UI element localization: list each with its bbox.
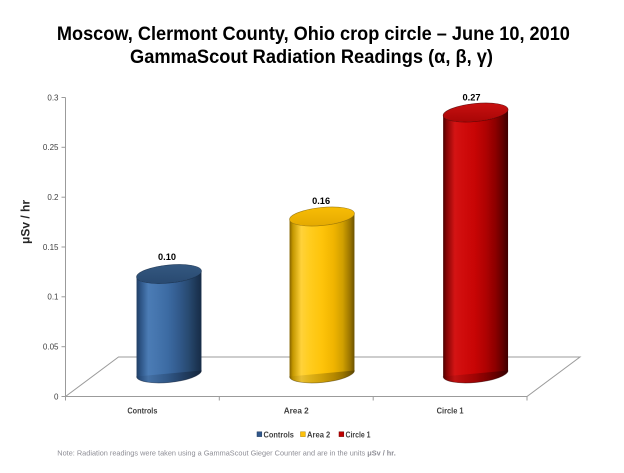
svg-text:Moscow, Clermont County, Ohio: Moscow, Clermont County, Ohio crop circl… — [57, 24, 570, 45]
svg-text:0.10: 0.10 — [158, 252, 176, 262]
svg-text:0.25: 0.25 — [43, 143, 59, 152]
svg-text:0: 0 — [54, 392, 59, 401]
svg-text:Controls: Controls — [264, 429, 295, 439]
svg-text:0.2: 0.2 — [47, 193, 59, 202]
svg-text:GammaScout Radiation Readings: GammaScout Radiation Readings (α, β, γ) — [130, 47, 493, 68]
svg-text:0.05: 0.05 — [43, 343, 59, 352]
svg-text:0.16: 0.16 — [312, 196, 330, 206]
svg-text:Note: Radiation readings were: Note: Radiation readings were taken usin… — [57, 449, 396, 458]
svg-text:Area 2: Area 2 — [307, 429, 331, 439]
svg-text:0.1: 0.1 — [47, 293, 59, 302]
svg-text:0.27: 0.27 — [463, 93, 481, 103]
svg-text:Circle 1: Circle 1 — [437, 406, 464, 416]
svg-text:Controls: Controls — [127, 406, 157, 416]
svg-text:Circle 1: Circle 1 — [346, 429, 371, 439]
svg-text:0.3: 0.3 — [47, 93, 59, 102]
svg-text:0.15: 0.15 — [43, 243, 59, 252]
svg-text:μSv / hr: μSv / hr — [19, 200, 33, 244]
svg-text:Area 2: Area 2 — [284, 406, 309, 416]
